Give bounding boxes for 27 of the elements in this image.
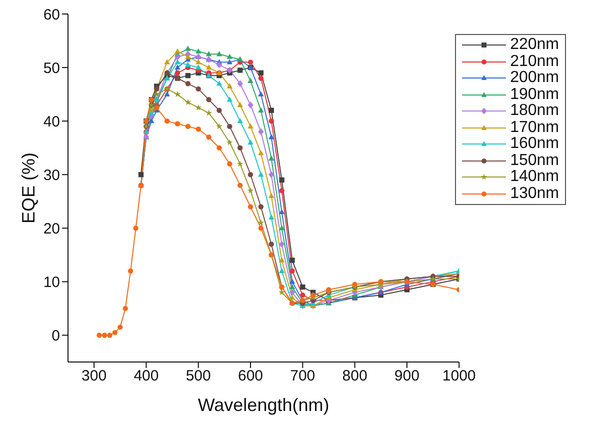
y-axis-title: EQE (%) [18,152,38,224]
y-tick-label: 40 [43,113,60,130]
legend-label: 220nm [510,36,559,54]
legend-label: 200nm [510,69,559,88]
x-tick-label: 900 [394,368,420,385]
y-tick-label: 0 [52,328,60,345]
x-tick-label: 1000 [442,368,476,385]
legend-label: 170nm [510,118,559,136]
legend-label: 190nm [510,86,559,104]
y-tick-label: 20 [43,220,60,238]
y-tick-label: 10 [43,274,60,292]
legend-label: 140nm [510,168,559,186]
x-tick-label: 500 [186,368,211,385]
legend-label: 150nm [510,152,559,170]
x-tick-label: 600 [238,368,264,385]
x-tick-label: 800 [342,368,368,385]
x-tick-label: 700 [290,368,316,385]
legend-label: 160nm [510,135,559,154]
y-tick-label: 60 [43,6,60,24]
legend-label: 130nm [510,184,559,203]
legend-label: 210nm [510,52,559,70]
x-tick-label: 300 [82,368,107,385]
legend-label: 180nm [510,102,559,120]
x-axis-title: Wavelength(nm) [198,394,330,415]
y-tick-label: 50 [43,60,60,77]
x-tick-label: 400 [134,368,159,385]
y-tick-label: 30 [43,166,60,184]
